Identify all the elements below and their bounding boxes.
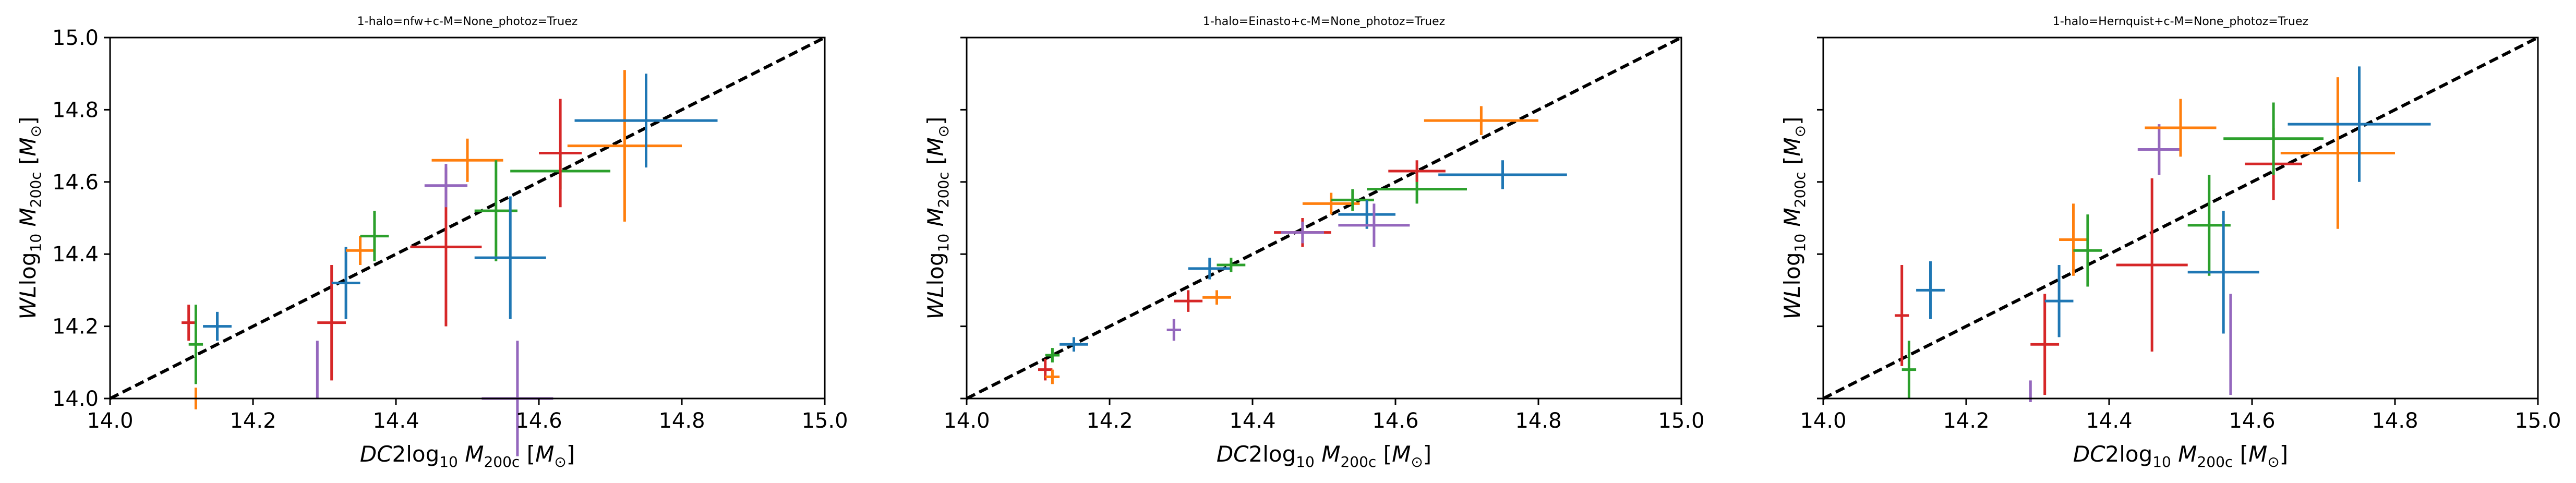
panel-3-identity-line xyxy=(1822,36,2539,400)
panel-2-point-3 xyxy=(1045,348,1060,363)
panel-2-x-tick-label: 14.6 xyxy=(1372,409,1418,433)
panel-1-y-tick-label: 14.2 xyxy=(52,315,99,339)
panel-2-point-2 xyxy=(1045,369,1060,384)
panel-3-marks xyxy=(1822,36,2539,402)
panel-1-identity-line xyxy=(109,36,826,400)
panel-2-x-tick-label: 14.2 xyxy=(1086,409,1133,433)
panel-1-point-18 xyxy=(567,70,682,222)
panel-1: 14.0 14.2 14.4 14.6 14.8 15.0 14.0 14.2 14.4 14.6… xyxy=(15,15,848,470)
panel-3-point-10 xyxy=(2137,124,2181,175)
panel-1-y-tick-label: 15.0 xyxy=(52,26,99,50)
panel-3-point-1 xyxy=(1895,264,1909,366)
panel-2-point-11 xyxy=(1281,221,1324,244)
panel-2-point-7 xyxy=(1202,290,1231,305)
panel-2-point-15 xyxy=(1338,203,1410,247)
panel-3-point-6 xyxy=(2044,264,2074,337)
panel-2-ticks: 14.0 14.2 14.4 14.6 14.8 15.0 xyxy=(943,37,1705,433)
panel-1-x-tick-label: 14.4 xyxy=(372,409,419,433)
panel-2-point-5 xyxy=(1166,319,1181,341)
panel-1-x-tick-label: 14.6 xyxy=(515,409,562,433)
panel-1-y-tick-label: 14.6 xyxy=(52,171,99,195)
panel-3-point-9 xyxy=(2116,178,2188,352)
panel-3-x-axis-label: DC2log10 M200c [M⊙] xyxy=(2073,441,2288,470)
panel-1-point-7 xyxy=(331,247,360,319)
panel-2-point-4 xyxy=(1060,337,1088,352)
panel-3-x-tick-label: 14.4 xyxy=(2086,409,2132,433)
panel-2-x-tick-label: 14.4 xyxy=(1229,409,1275,433)
panel-1-x-tick-label: 14.8 xyxy=(658,409,705,433)
panel-3-title: 1-halo=Hernquist+c-M=None_photoz=Truez xyxy=(2053,15,2308,28)
panel-2-x-axis-label: DC2log10 M200c [M⊙] xyxy=(1217,441,1431,470)
panel-1-y-tick-label: 14.8 xyxy=(52,98,99,122)
panel-1-point-19 xyxy=(574,74,718,168)
panel-2-frame xyxy=(966,37,1682,400)
panel-3-point-17 xyxy=(2280,77,2395,229)
panel-3-point-3 xyxy=(1916,261,1945,319)
panel-1-title: 1-halo=nfw+c-M=None_photoz=Truez xyxy=(357,15,578,28)
panel-2-point-6 xyxy=(1174,290,1203,312)
panel-3-x-tick-label: 14.0 xyxy=(1800,409,1846,433)
panel-2-point-18 xyxy=(1424,106,1538,135)
panel-2: 14.0 14.2 14.4 14.6 14.8 15.0 1-halo=Einasto+… xyxy=(923,15,1705,470)
panel-3-x-tick-label: 15.0 xyxy=(2514,409,2561,433)
panel-3-point-2 xyxy=(1901,341,1917,399)
panel-1-x-tick-label: 14.2 xyxy=(230,409,276,433)
panel-1-point-11 xyxy=(424,164,467,208)
panel-2-point-19 xyxy=(1438,160,1567,189)
panel-3-ticks: 14.0 14.2 14.4 14.6 14.8 15.0 xyxy=(1800,37,2561,433)
panel-1-point-3 xyxy=(188,305,203,384)
panel-3-x-tick-label: 14.6 xyxy=(2229,409,2275,433)
panel-1-x-tick-label: 15.0 xyxy=(801,409,848,433)
panel-1-point-1 xyxy=(182,305,196,341)
panel-2-point-9 xyxy=(1217,258,1246,272)
panel-1-marks xyxy=(109,36,826,456)
panel-3-y-axis-label: WLlog10 M200c [M⊙] xyxy=(1779,117,1809,320)
panel-1-x-tick-label: 14.0 xyxy=(87,409,133,433)
panel-1-point-4 xyxy=(203,311,232,341)
panel-2-x-tick-label: 15.0 xyxy=(1658,409,1704,433)
panel-3: 14.0 14.2 14.4 14.6 14.8 15.0 1-halo=Hernquis… xyxy=(1779,15,2561,470)
panel-3-point-7 xyxy=(2059,203,2088,276)
panel-1-ticks: 14.0 14.2 14.4 14.6 14.8 15.0 14.0 14.2 14.4 14.6… xyxy=(52,26,848,433)
panel-1-x-axis-label: DC2log10 M200c [M⊙] xyxy=(360,441,575,470)
panel-1-y-tick-label: 14.0 xyxy=(52,387,99,411)
panel-1-y-tick-label: 14.4 xyxy=(52,243,99,267)
panel-3-point-11 xyxy=(2145,99,2217,157)
panel-1-point-8 xyxy=(346,236,375,265)
panel-2-x-tick-label: 14.0 xyxy=(943,409,990,433)
panel-3-x-tick-label: 14.8 xyxy=(2372,409,2418,433)
panel-1-y-axis-label: WLlog10 M200c [M⊙] xyxy=(15,117,44,320)
panel-2-point-12 xyxy=(1302,192,1360,215)
panel-2-x-tick-label: 14.8 xyxy=(1515,409,1561,433)
panel-3-point-5 xyxy=(2030,294,2060,395)
panel-3-frame xyxy=(1822,37,2539,400)
panel-3-point-16 xyxy=(2223,102,2324,175)
panel-2-marks xyxy=(966,36,1682,400)
panel-3-point-18 xyxy=(2288,66,2431,182)
panel-3-point-8 xyxy=(2073,214,2102,287)
panel-3-x-tick-label: 14.2 xyxy=(1943,409,1989,433)
panel-2-y-axis-label: WLlog10 M200c [M⊙] xyxy=(923,117,952,320)
panel-3-point-13 xyxy=(2187,211,2259,334)
panel-2-point-8 xyxy=(1188,258,1231,280)
panel-1-point-14 xyxy=(474,196,546,319)
panel-1-point-17 xyxy=(539,99,582,208)
panel-1-point-9 xyxy=(360,211,389,262)
panel-1-frame xyxy=(109,37,826,400)
panel-2-identity-line xyxy=(966,36,1682,400)
panel-1-point-12 xyxy=(431,138,503,182)
panel-2-title: 1-halo=Einasto+c-M=None_photoz=Truez xyxy=(1203,15,1445,28)
panel-2-point-17 xyxy=(1388,160,1446,182)
